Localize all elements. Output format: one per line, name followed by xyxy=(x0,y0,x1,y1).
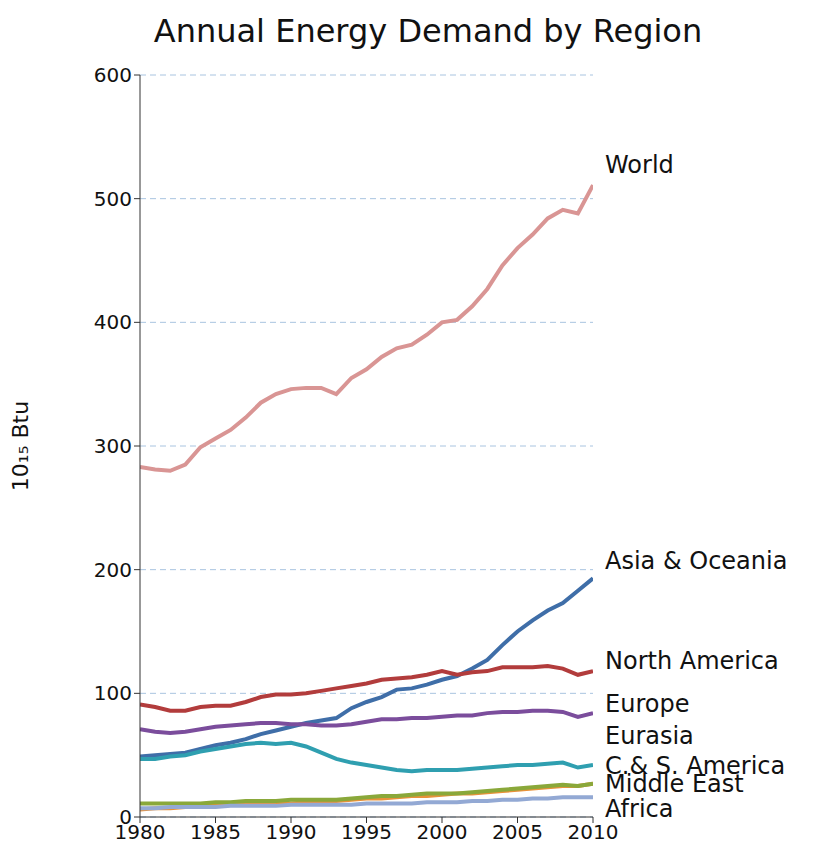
svg-text:Europe: Europe xyxy=(605,690,689,718)
svg-text:600: 600 xyxy=(94,63,132,87)
svg-text:300: 300 xyxy=(94,434,132,458)
svg-text:North America: North America xyxy=(605,647,779,675)
svg-text:Middle East: Middle East xyxy=(605,769,744,798)
svg-text:Asia & Oceania: Asia & Oceania xyxy=(605,547,787,575)
svg-text:Eurasia: Eurasia xyxy=(605,722,694,750)
svg-text:2005: 2005 xyxy=(492,820,543,844)
svg-text:2000: 2000 xyxy=(417,820,468,844)
svg-text:100: 100 xyxy=(94,681,132,705)
svg-text:C.& S. America: C.& S. America xyxy=(605,752,785,780)
svg-text:1980: 1980 xyxy=(114,820,166,845)
svg-text:500: 500 xyxy=(94,187,132,211)
svg-text:1990: 1990 xyxy=(266,820,317,844)
svg-text:400: 400 xyxy=(94,310,132,334)
svg-text:1985: 1985 xyxy=(190,820,241,844)
html-text:Annual Energy Demand by Region: Annual Energy Demand by Region xyxy=(153,12,703,50)
svg-text:World: World xyxy=(605,151,674,179)
svg-text:10₁₅ Btu: 10₁₅ Btu xyxy=(8,401,33,491)
svg-text:0: 0 xyxy=(119,805,132,829)
svg-text:Africa: Africa xyxy=(605,795,673,823)
svg-text:1995: 1995 xyxy=(341,820,392,844)
svg-text:2010: 2010 xyxy=(568,820,619,844)
svg-text:200: 200 xyxy=(94,558,132,582)
